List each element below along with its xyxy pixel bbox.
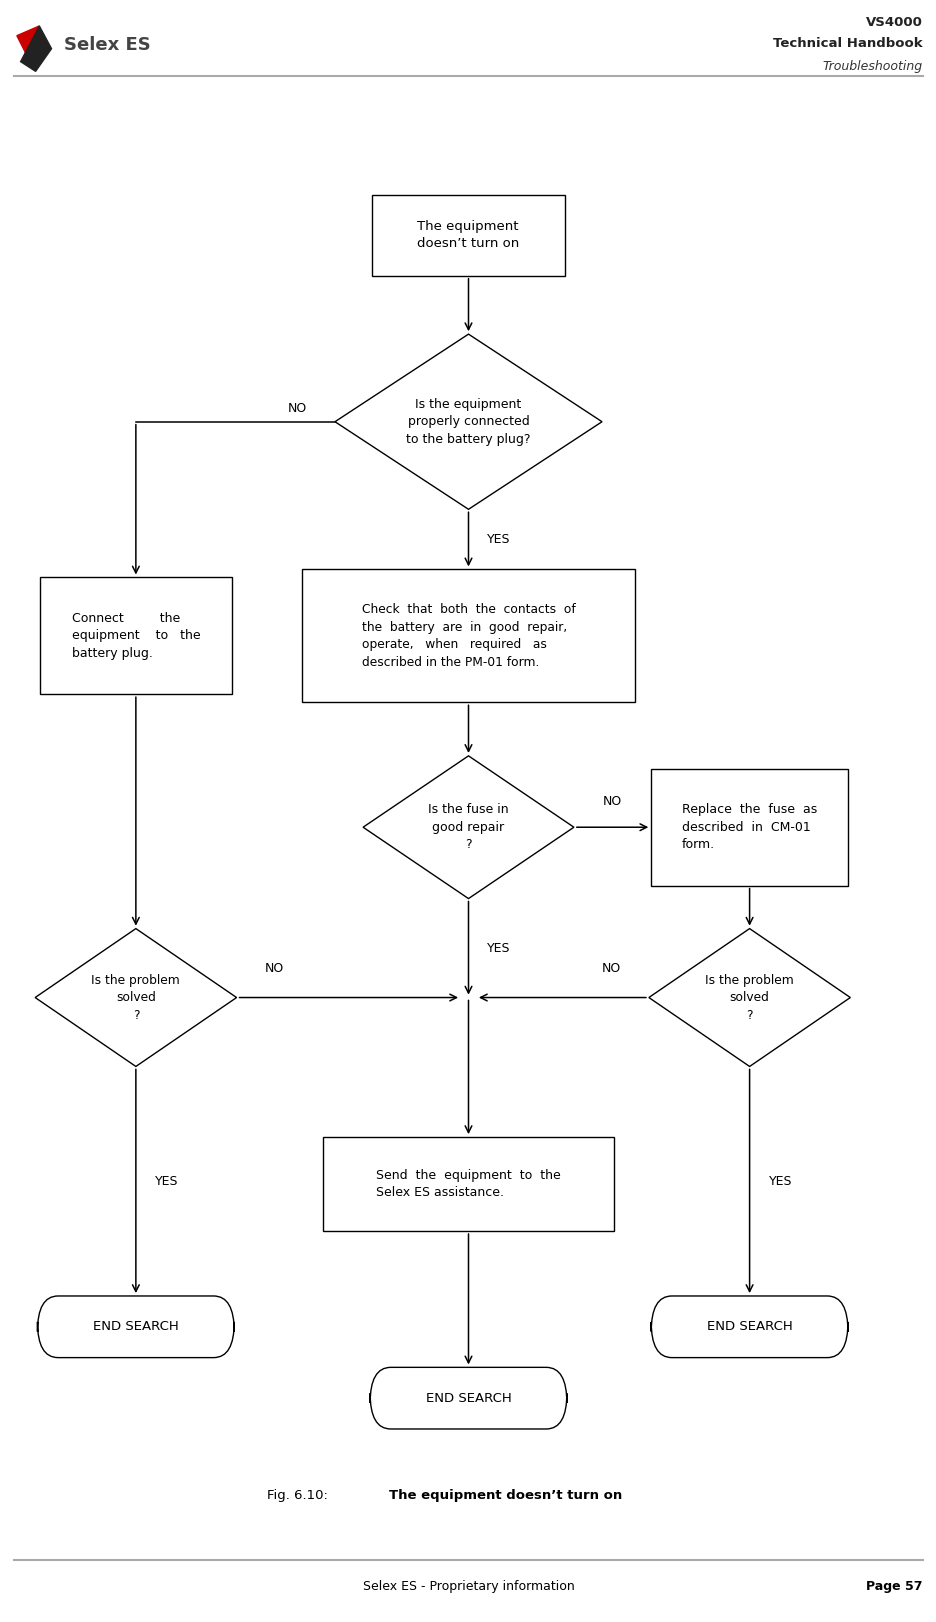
Text: YES: YES xyxy=(768,1174,792,1187)
Text: Is the problem
solved
?: Is the problem solved ? xyxy=(92,973,180,1022)
Text: Page 57: Page 57 xyxy=(866,1580,922,1593)
Text: END SEARCH: END SEARCH xyxy=(93,1320,179,1333)
Text: Selex ES - Proprietary information: Selex ES - Proprietary information xyxy=(362,1580,574,1593)
Polygon shape xyxy=(35,928,236,1067)
Text: The equipment
doesn’t turn on: The equipment doesn’t turn on xyxy=(417,221,519,250)
Text: YES: YES xyxy=(154,1174,179,1187)
FancyBboxPatch shape xyxy=(373,195,563,276)
Polygon shape xyxy=(363,756,573,899)
Text: END SEARCH: END SEARCH xyxy=(706,1320,792,1333)
Text: Is the problem
solved
?: Is the problem solved ? xyxy=(705,973,793,1022)
Text: Check  that  both  the  contacts  of
the  battery  are  in  good  repair,
operat: Check that both the contacts of the batt… xyxy=(361,603,575,668)
Text: Troubleshooting: Troubleshooting xyxy=(822,60,922,73)
Text: VS4000: VS4000 xyxy=(865,16,922,29)
FancyBboxPatch shape xyxy=(651,1296,847,1358)
Text: Is the fuse in
good repair
?: Is the fuse in good repair ? xyxy=(428,803,508,852)
Text: Connect         the
equipment    to   the
battery plug.: Connect the equipment to the battery plu… xyxy=(71,611,200,660)
FancyBboxPatch shape xyxy=(323,1137,613,1231)
Text: Send  the  equipment  to  the
Selex ES assistance.: Send the equipment to the Selex ES assis… xyxy=(375,1169,561,1199)
FancyBboxPatch shape xyxy=(651,769,847,886)
FancyBboxPatch shape xyxy=(37,1296,234,1358)
Text: END SEARCH: END SEARCH xyxy=(425,1392,511,1405)
FancyBboxPatch shape xyxy=(370,1367,566,1429)
Text: YES: YES xyxy=(486,941,510,955)
Polygon shape xyxy=(17,26,39,62)
Text: NO: NO xyxy=(287,402,306,415)
FancyBboxPatch shape xyxy=(301,569,634,702)
Polygon shape xyxy=(648,928,850,1067)
Polygon shape xyxy=(335,334,601,509)
Text: Replace  the  fuse  as
described  in  CM-01
form.: Replace the fuse as described in CM-01 f… xyxy=(681,803,816,852)
Text: The equipment doesn’t turn on: The equipment doesn’t turn on xyxy=(388,1489,622,1502)
Text: Is the equipment
properly connected
to the battery plug?: Is the equipment properly connected to t… xyxy=(406,397,530,446)
Text: NO: NO xyxy=(601,962,621,975)
Text: Technical Handbook: Technical Handbook xyxy=(772,37,922,50)
Text: Selex ES: Selex ES xyxy=(64,36,151,55)
Text: NO: NO xyxy=(602,795,622,808)
Text: NO: NO xyxy=(264,962,284,975)
Text: Fig. 6.10:: Fig. 6.10: xyxy=(267,1489,328,1502)
Polygon shape xyxy=(21,26,51,71)
FancyBboxPatch shape xyxy=(39,577,232,694)
Text: YES: YES xyxy=(486,532,510,547)
